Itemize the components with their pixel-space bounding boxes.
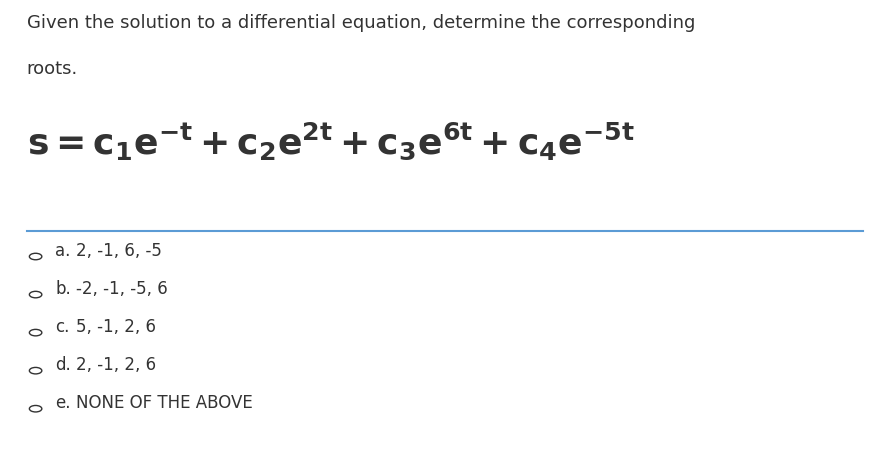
Text: 2, -1, 2, 6: 2, -1, 2, 6 — [76, 355, 156, 373]
Text: Given the solution to a differential equation, determine the corresponding: Given the solution to a differential equ… — [27, 14, 695, 32]
Text: d.: d. — [55, 355, 71, 373]
Text: roots.: roots. — [27, 60, 78, 78]
Text: 5, -1, 2, 6: 5, -1, 2, 6 — [76, 317, 156, 335]
Text: a.: a. — [55, 241, 70, 259]
Text: NONE OF THE ABOVE: NONE OF THE ABOVE — [76, 393, 253, 411]
Text: c.: c. — [55, 317, 69, 335]
Text: -2, -1, -5, 6: -2, -1, -5, 6 — [76, 279, 167, 297]
Text: e.: e. — [55, 393, 70, 411]
Text: 2, -1, 6, -5: 2, -1, 6, -5 — [76, 241, 161, 259]
Text: b.: b. — [55, 279, 71, 297]
Text: $\mathbf{s = c_1e^{-t} + c_2e^{2t} + c_3e^{6t} + c_4e^{-5t}}$: $\mathbf{s = c_1e^{-t} + c_2e^{2t} + c_3… — [27, 120, 635, 162]
